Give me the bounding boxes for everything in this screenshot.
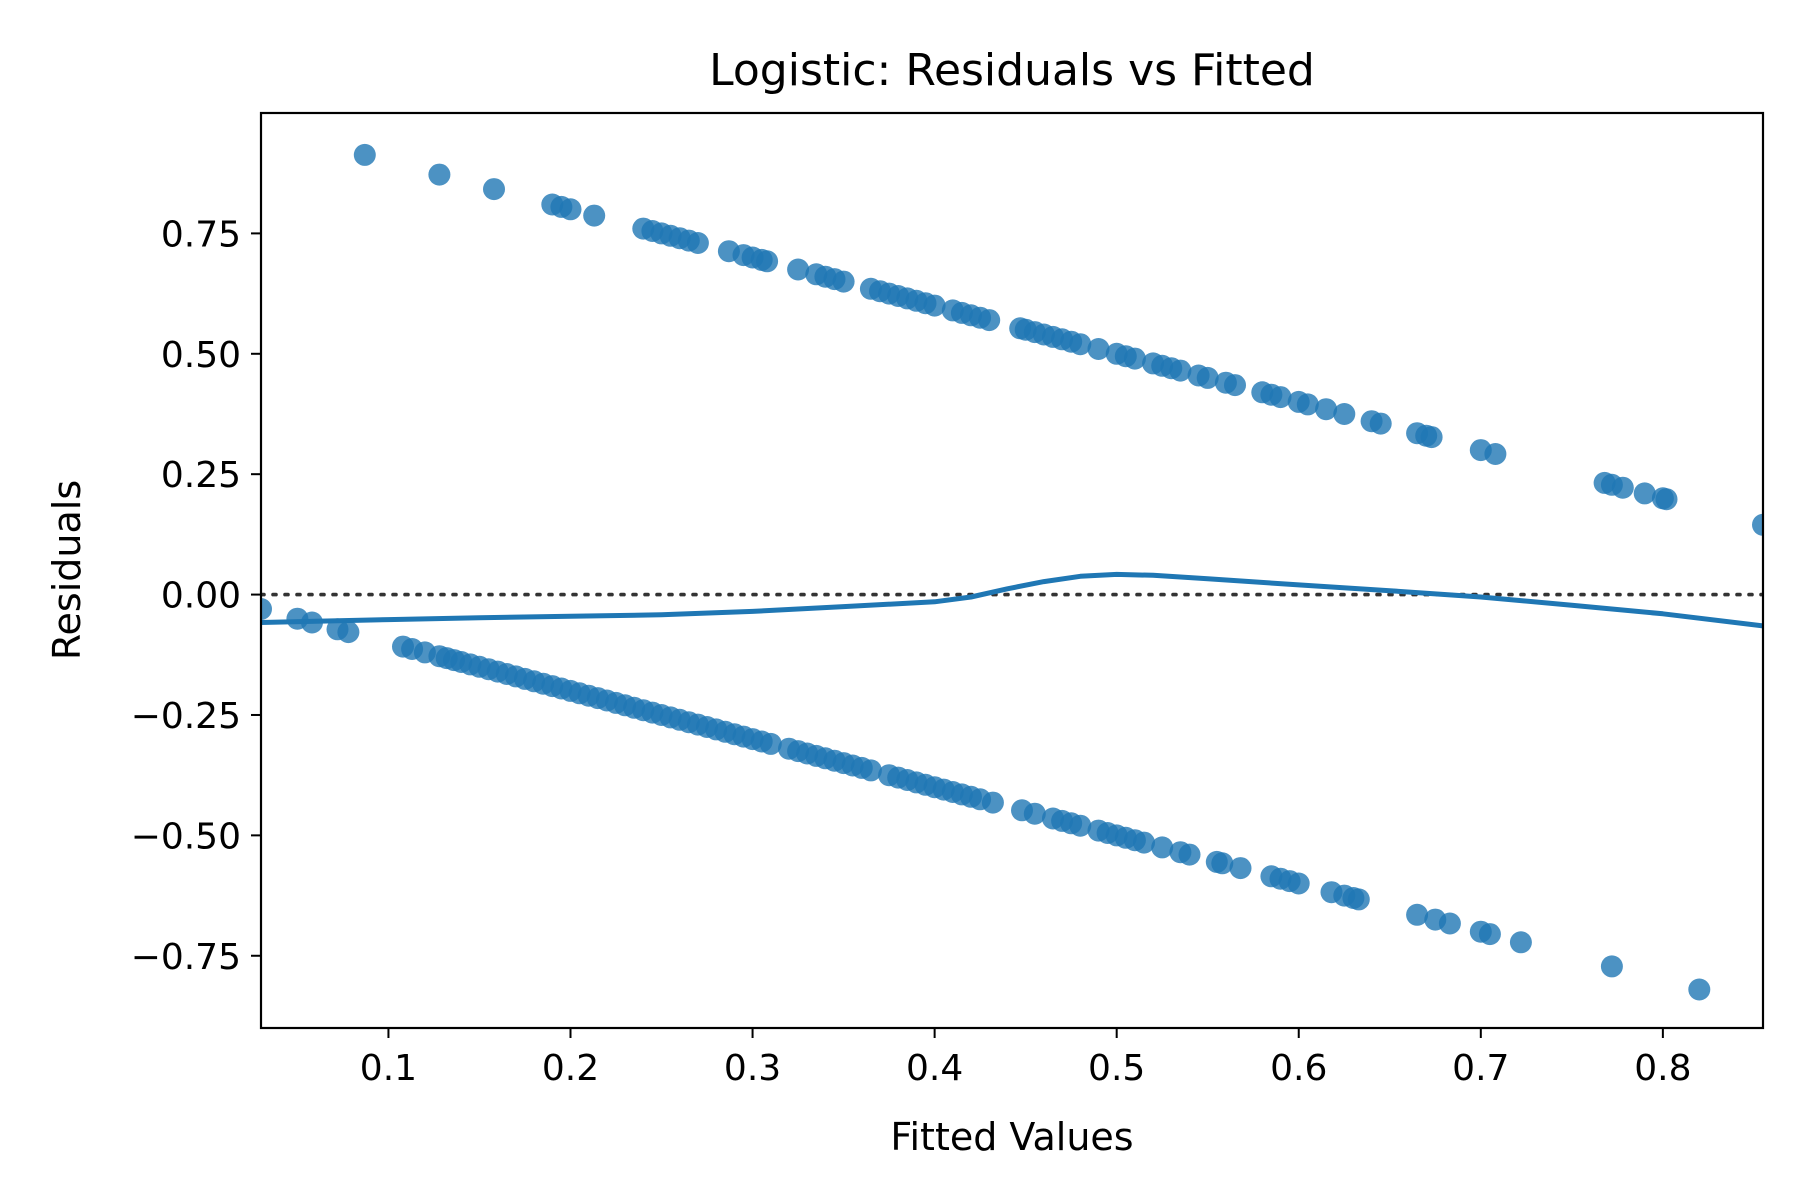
data-point bbox=[1178, 843, 1201, 866]
data-point bbox=[1484, 443, 1507, 465]
data-point bbox=[978, 309, 1001, 332]
data-point bbox=[1023, 802, 1046, 825]
data-point bbox=[1420, 426, 1443, 449]
data-point bbox=[1633, 482, 1656, 505]
data-point bbox=[1406, 903, 1429, 926]
chart-title: Logistic: Residuals vs Fitted bbox=[709, 45, 1315, 96]
x-axis-ticks: 0.1 0.2 0.3 0.4 0.5 0.6 0.7 0.8 bbox=[360, 1028, 1691, 1089]
x-tick-label: 0.3 bbox=[724, 1048, 781, 1089]
y-tick-label: 0.50 bbox=[161, 335, 241, 376]
data-point bbox=[1296, 393, 1319, 416]
data-point bbox=[1369, 412, 1392, 435]
data-point bbox=[859, 759, 882, 782]
data-point bbox=[1438, 912, 1461, 935]
data-point bbox=[1224, 374, 1246, 397]
data-point bbox=[1069, 814, 1092, 837]
plot-data-layer bbox=[261, 143, 1763, 1001]
data-point bbox=[1269, 386, 1292, 409]
y-tick-label: −0.75 bbox=[131, 937, 241, 978]
y-axis-ticks: 0.75 0.50 0.25 0.00 −0.25 −0.50 −0.75 bbox=[131, 214, 261, 978]
data-point bbox=[756, 250, 779, 273]
data-point bbox=[923, 294, 946, 317]
data-point bbox=[1151, 836, 1174, 859]
data-point bbox=[1087, 338, 1110, 360]
data-point bbox=[1133, 831, 1155, 854]
data-point bbox=[1229, 857, 1252, 880]
lowess-trend-line bbox=[261, 571, 1763, 629]
y-tick-label: 0.25 bbox=[161, 455, 241, 496]
data-point bbox=[1688, 978, 1711, 1001]
data-point bbox=[1211, 852, 1234, 875]
data-point bbox=[1123, 347, 1146, 370]
x-tick-label: 0.7 bbox=[1452, 1048, 1509, 1089]
data-point bbox=[1333, 403, 1356, 425]
data-point bbox=[1600, 955, 1623, 978]
plot-area-frame bbox=[259, 111, 1765, 1030]
data-point bbox=[759, 732, 782, 755]
x-tick-label: 0.2 bbox=[542, 1048, 599, 1089]
x-tick-label: 0.1 bbox=[360, 1048, 417, 1089]
data-point bbox=[832, 270, 855, 293]
data-point bbox=[1752, 513, 1763, 536]
data-point bbox=[686, 232, 709, 254]
data-point bbox=[1509, 931, 1532, 954]
data-point bbox=[1611, 476, 1634, 499]
data-point bbox=[981, 791, 1004, 814]
x-tick-label: 0.5 bbox=[1088, 1048, 1145, 1089]
data-point bbox=[353, 143, 376, 166]
y-tick-label: 0.00 bbox=[161, 576, 241, 617]
x-tick-label: 0.6 bbox=[1270, 1048, 1327, 1089]
data-point bbox=[1196, 366, 1219, 389]
data-point bbox=[428, 163, 451, 186]
x-tick-label: 0.4 bbox=[906, 1048, 963, 1089]
x-tick-label: 0.8 bbox=[1634, 1048, 1691, 1089]
data-point bbox=[583, 204, 606, 227]
data-point bbox=[559, 198, 582, 221]
x-axis-label: Fitted Values bbox=[890, 1115, 1133, 1159]
data-point bbox=[337, 621, 360, 644]
y-axis-label: Residuals bbox=[45, 480, 89, 660]
data-point bbox=[1347, 888, 1370, 911]
data-point bbox=[1315, 398, 1338, 421]
data-point bbox=[787, 258, 810, 281]
data-point bbox=[1287, 872, 1310, 895]
data-point bbox=[1655, 488, 1678, 511]
data-point bbox=[1478, 923, 1501, 946]
y-tick-label: −0.50 bbox=[131, 816, 241, 857]
data-point bbox=[261, 598, 272, 620]
y-tick-label: 0.75 bbox=[161, 214, 241, 255]
data-point bbox=[1169, 359, 1192, 382]
data-point bbox=[483, 178, 505, 201]
data-point bbox=[1069, 333, 1092, 356]
y-tick-label: −0.25 bbox=[131, 696, 241, 737]
